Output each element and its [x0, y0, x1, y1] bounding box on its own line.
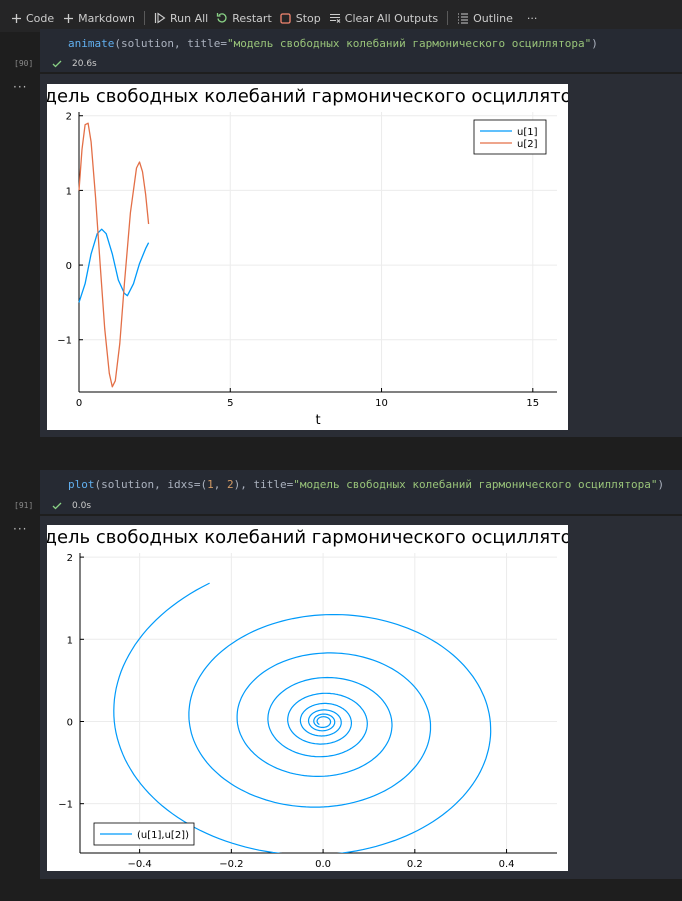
y-tick-label: 1: [66, 186, 72, 197]
legend-box: [473, 119, 547, 155]
execution-count: [91]: [14, 501, 34, 510]
series-line-phase: [113, 582, 492, 853]
animation-plot: 0 5 10 15 −1 0 1 2 модель свободных колебаний га…: [47, 84, 568, 430]
clear-all-outputs-label: Clear All Outputs: [344, 11, 439, 25]
code-cell-editor[interactable]: animate(solution, title="модель свободны…: [40, 29, 682, 59]
code-args: solution, title=: [120, 37, 227, 50]
more-actions-button[interactable]: ···: [517, 7, 542, 29]
code-number: 1: [207, 478, 214, 491]
legend-box: [93, 822, 195, 846]
code-separator: ,: [213, 478, 227, 491]
code-paren: ): [657, 478, 665, 491]
y-tick-label: 0: [67, 717, 73, 728]
y-tick-label: −1: [57, 336, 72, 347]
toolbar-divider: [143, 11, 145, 25]
code-string: "модель свободных колебаний гармоническо…: [226, 37, 592, 50]
y-tick-label: 0: [66, 261, 72, 272]
restart-icon: [216, 12, 228, 24]
legend-label: (u[1],u[2]): [137, 830, 189, 841]
execution-count: [90]: [14, 59, 34, 68]
top-tab-strip: [0, 0, 682, 4]
animation-chart: 0 5 10 15 −1 0 1 2 модель свободных колебаний га…: [47, 86, 568, 428]
x-tick-label: −0.4: [127, 859, 151, 870]
more-actions-label: ···: [526, 11, 538, 25]
phase-chart: −0.4 −0.2 0.0 0.2 0.4 −1 0 1 2 модель свободных к…: [47, 527, 568, 870]
stop-button[interactable]: Stop: [276, 7, 325, 29]
x-tick-label: 0.0: [315, 859, 331, 870]
code-function: animate: [68, 37, 115, 50]
execution-time: 0.0s: [72, 501, 92, 511]
code-cell-editor[interactable]: plot(solution, idxs=(1, 2), title="модел…: [40, 470, 682, 500]
run-all-button[interactable]: Run All: [150, 7, 212, 29]
cell-status-bar: 0.0s: [40, 498, 682, 514]
success-check-icon: [52, 60, 62, 68]
x-tick-label: 15: [526, 398, 539, 409]
cell-status-bar: 20.6s: [40, 56, 682, 72]
execution-time: 20.6s: [72, 59, 97, 69]
clear-all-outputs-button[interactable]: Clear All Outputs: [325, 7, 442, 29]
toolbar-divider: [447, 11, 449, 25]
outline-button[interactable]: Outline: [453, 7, 517, 29]
chart-title: модель свободных колебаний гармоническог…: [47, 527, 568, 548]
code-paren: (: [94, 478, 102, 491]
y-tick-label: −1: [58, 800, 73, 811]
x-tick-label: 0.4: [499, 859, 515, 870]
run-all-label: Run All: [169, 11, 209, 25]
plus-icon: [10, 12, 22, 24]
y-tick-label: 1: [67, 635, 73, 646]
run-all-icon: [154, 12, 166, 24]
markdown-label: Markdown: [78, 11, 135, 25]
stop-icon: [280, 12, 292, 24]
code-number: 2: [226, 478, 234, 491]
restart-button[interactable]: Restart: [212, 7, 276, 29]
phase-plot: −0.4 −0.2 0.0 0.2 0.4 −1 0 1 2 модель свободных к…: [47, 525, 568, 871]
add-code-cell-button[interactable]: Code: [6, 7, 58, 29]
success-check-icon: [52, 502, 62, 510]
code-paren: (: [114, 37, 121, 50]
outline-icon: [457, 12, 469, 24]
notebook-editor: animate(solution, title="модель свободны…: [0, 29, 682, 901]
x-tick-label: 10: [375, 398, 388, 409]
outline-label: Outline: [473, 11, 513, 25]
plus-icon: [62, 12, 74, 24]
x-tick-label: −0.2: [219, 859, 243, 870]
code-args: solution, idxs=(: [101, 478, 208, 491]
code-label: Code: [26, 11, 55, 25]
stop-label: Stop: [295, 11, 321, 25]
clear-all-icon: [329, 12, 341, 24]
add-markdown-cell-button[interactable]: Markdown: [58, 7, 139, 29]
y-tick-label: 2: [67, 553, 73, 564]
series-line-u2: [78, 122, 150, 388]
y-tick-label: 2: [66, 112, 72, 123]
output-actions-button[interactable]: ···: [13, 80, 28, 94]
code-function: plot: [68, 478, 95, 491]
code-args: ), title=: [233, 478, 294, 491]
x-axis-label: t: [315, 413, 320, 428]
series-line-u1: [78, 228, 150, 303]
x-tick-label: 0: [76, 398, 82, 409]
chart-title: модель свободных колебаний гармоническог…: [47, 86, 568, 107]
legend-label: u[2]: [517, 139, 538, 150]
legend-label: u[1]: [517, 127, 538, 138]
x-tick-label: 5: [227, 398, 233, 409]
x-tick-label: 0.2: [407, 859, 423, 870]
restart-label: Restart: [232, 11, 272, 25]
code-paren: ): [591, 37, 598, 50]
notebook-toolbar: Code Markdown Run All Restart Stop Clear…: [0, 4, 682, 32]
output-actions-button[interactable]: ···: [13, 522, 28, 536]
code-string: "модель свободных колебаний гармоническо…: [293, 478, 658, 491]
